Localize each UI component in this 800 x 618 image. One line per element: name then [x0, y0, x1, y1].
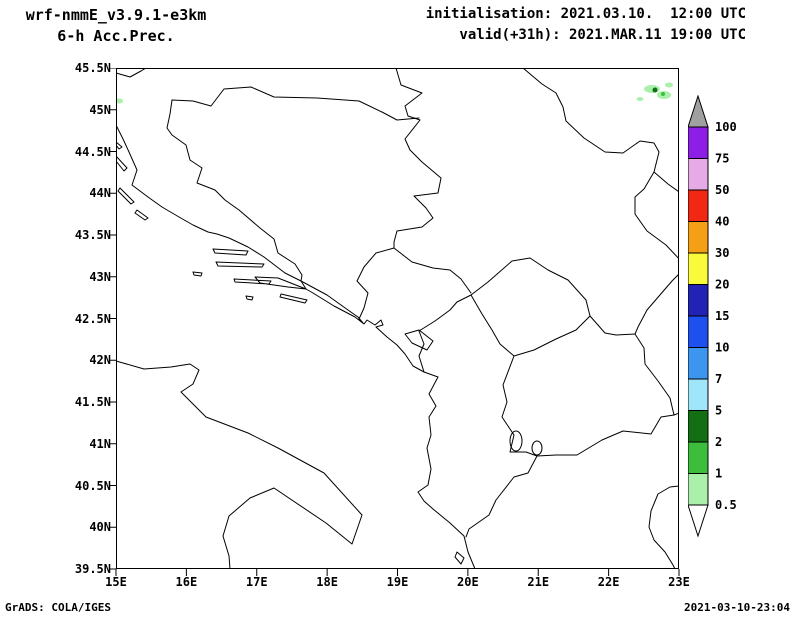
valid-time: valid(+31h): 2021.MAR.11 19:00 UTC — [459, 27, 746, 43]
lon-tick-label: 20E — [457, 575, 479, 589]
colorbar-tick-label: 50 — [715, 183, 729, 197]
colorbar-segment — [687, 410, 709, 443]
precip-patch — [116, 98, 123, 104]
lat-tick-label: 43N — [89, 269, 111, 284]
lon-tick-label: 22E — [597, 575, 620, 589]
colorbar-tick-label: 10 — [715, 341, 729, 355]
colorbar-tick-label: 7 — [715, 372, 722, 386]
coastline-adriatic-east — [116, 124, 476, 569]
colorbar-segment — [687, 284, 709, 317]
coastline-italy — [116, 360, 363, 569]
colorbar-tick-label: 30 — [715, 246, 729, 260]
colorbar-tick-label: 100 — [715, 120, 737, 134]
colorbar-segment — [687, 158, 709, 191]
lake-skadar — [404, 329, 434, 351]
precip-overlay — [116, 82, 673, 104]
initialisation-time: initialisation: 2021.03.10. 12:00 UTC — [425, 6, 746, 22]
colorbar-over-triangle — [687, 94, 709, 128]
lon-tick-label: 21E — [527, 575, 550, 589]
product-title: 6-h Acc.Prec. — [57, 27, 175, 45]
colorbar-tick-label: 75 — [715, 152, 729, 166]
precip-patch-mid — [661, 92, 665, 96]
colorbar-under-triangle — [687, 504, 709, 538]
lat-tick-label: 41.5N — [74, 395, 111, 409]
colorbar-segment — [687, 473, 709, 506]
lon-tick-label: 23E — [668, 575, 690, 589]
lon-tick-label: 17E — [245, 575, 268, 589]
colorbar-segment — [687, 378, 709, 411]
lat-tick-label: 45N — [89, 102, 111, 117]
precip-patch-dark — [652, 87, 658, 93]
colorbar-segment — [687, 189, 709, 222]
colorbar-tick-label: 2 — [715, 435, 722, 449]
islands — [116, 141, 465, 565]
colorbar-segment — [687, 252, 709, 285]
map — [109, 68, 680, 576]
model-title: wrf-nmmE_v3.9.1-e3km — [25, 6, 207, 24]
grads-credit: GrADS: COLA/IGES — [5, 601, 111, 614]
precip-patch — [636, 97, 644, 101]
lon-tick-label: 16E — [175, 575, 198, 589]
creation-timestamp: 2021-03-10-23:04 — [684, 601, 790, 614]
colorbar-tick-label: 20 — [715, 278, 729, 292]
colorbar-tick-label: 15 — [715, 309, 729, 323]
axis-tick-marks — [109, 68, 680, 576]
colorbar-tick-label: 40 — [715, 215, 729, 229]
lake-prespa — [531, 440, 543, 456]
lat-tick-label: 40N — [89, 520, 111, 535]
lon-tick-label: 15E — [105, 575, 127, 589]
lat-tick-label: 39.5N — [74, 562, 111, 576]
colorbar-segment — [687, 441, 709, 474]
coastline-aegean — [648, 485, 679, 569]
lat-tick-label: 42.5N — [74, 311, 111, 326]
colorbar-legend: 100 75 50 40 30 20 15 10 7 5 2 1 0.5 — [687, 94, 758, 541]
lat-tick-label: 42N — [89, 353, 111, 368]
lat-tick-label: 40.5N — [74, 478, 111, 493]
colorbar-segment — [687, 126, 709, 159]
precip-patch — [644, 85, 660, 93]
lat-tick-label: 43.5N — [74, 228, 111, 242]
country-borders — [116, 68, 679, 538]
lake-ohrid — [509, 430, 523, 452]
colorbar-tick-label: 5 — [715, 404, 722, 418]
lat-tick-label: 41N — [89, 436, 111, 451]
colorbar-tick-label: 1 — [715, 467, 722, 481]
precip-patch — [665, 82, 673, 88]
lat-tick-label: 45.5N — [74, 61, 111, 75]
lat-tick-label: 44.5N — [74, 144, 111, 159]
colorbar-segment — [687, 315, 709, 348]
lon-tick-label: 19E — [386, 575, 409, 589]
colorbar-tick-label: 0.5 — [715, 498, 737, 512]
colorbar-segment — [687, 221, 709, 254]
colorbar-segment — [687, 347, 709, 380]
lon-tick-label: 18E — [316, 575, 338, 589]
map-frame — [116, 68, 679, 569]
lat-tick-label: 44N — [89, 186, 111, 201]
